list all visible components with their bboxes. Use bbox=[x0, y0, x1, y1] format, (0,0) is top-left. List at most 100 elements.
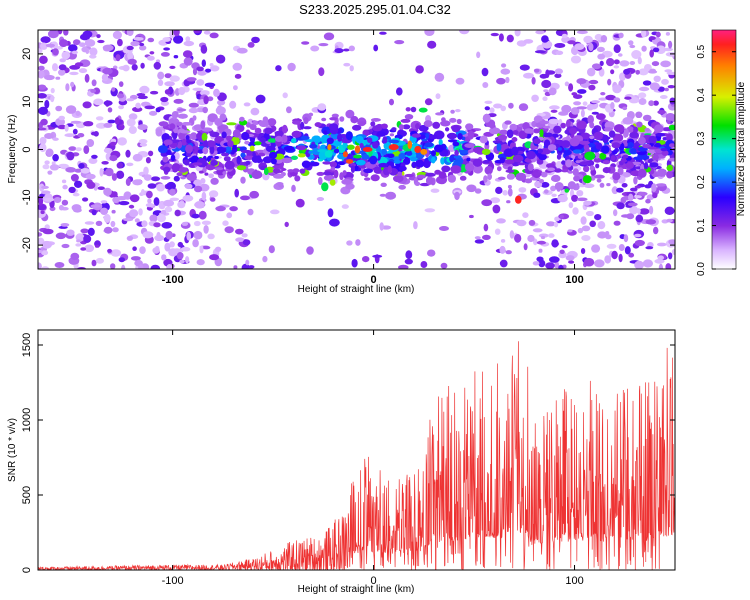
heatmap-cell bbox=[75, 110, 81, 117]
heatmap-cell bbox=[164, 206, 173, 213]
heatmap-cell bbox=[40, 42, 48, 50]
heatmap-cell bbox=[554, 68, 564, 75]
heatmap-cell bbox=[643, 155, 650, 160]
heatmap-cell bbox=[495, 186, 503, 194]
heatmap-cell bbox=[459, 175, 467, 181]
heatmap-cell bbox=[166, 149, 172, 155]
heatmap-cell bbox=[481, 199, 493, 207]
heatmap-cell bbox=[649, 36, 656, 40]
heatmap-cell bbox=[581, 225, 591, 232]
spectrogram-ytick-label: 10 bbox=[21, 96, 33, 108]
heatmap-cell bbox=[262, 156, 273, 164]
heatmap-cell bbox=[531, 77, 536, 85]
heatmap-cell bbox=[402, 124, 411, 130]
heatmap-cell bbox=[213, 88, 220, 97]
heatmap-cell bbox=[465, 123, 474, 130]
heatmap-cell bbox=[380, 182, 387, 187]
heatmap-cell bbox=[173, 55, 179, 59]
heatmap-cell bbox=[150, 264, 161, 269]
heatmap-cell bbox=[541, 79, 552, 89]
heatmap-cell bbox=[38, 209, 47, 218]
heatmap-cell bbox=[554, 261, 559, 269]
heatmap-cell bbox=[38, 203, 47, 211]
heatmap-cell bbox=[221, 152, 230, 157]
heatmap-cell bbox=[413, 221, 418, 230]
heatmap-cell bbox=[507, 184, 512, 189]
heatmap-cell bbox=[80, 247, 87, 251]
heatmap-cell bbox=[531, 145, 539, 150]
heatmap-cell bbox=[90, 204, 101, 208]
heatmap-cell bbox=[153, 222, 161, 228]
heatmap-cell bbox=[311, 135, 322, 144]
heatmap-cell bbox=[317, 149, 328, 153]
heatmap-cell bbox=[345, 183, 355, 190]
heatmap-cell bbox=[502, 190, 509, 196]
heatmap-cell bbox=[50, 87, 55, 94]
heatmap-cell bbox=[143, 166, 149, 175]
heatmap-cell bbox=[206, 140, 216, 148]
heatmap-cell bbox=[489, 119, 495, 129]
heatmap-cell bbox=[400, 118, 411, 123]
heatmap-cell bbox=[44, 160, 50, 165]
heatmap-cell bbox=[404, 114, 414, 120]
heatmap-cell bbox=[404, 173, 414, 178]
heatmap-cell bbox=[532, 261, 540, 266]
colorbar-tick-label: 0.2 bbox=[696, 175, 707, 189]
heatmap-cell bbox=[533, 192, 541, 198]
heatmap-cell bbox=[226, 122, 237, 126]
heatmap-cell bbox=[233, 265, 238, 269]
heatmap-cell bbox=[649, 162, 659, 168]
heatmap-cell bbox=[379, 31, 387, 35]
heatmap-cell bbox=[103, 100, 113, 106]
heatmap-cell bbox=[202, 106, 208, 114]
heatmap-cell bbox=[580, 248, 586, 254]
heatmap-cell bbox=[489, 107, 495, 114]
heatmap-cell bbox=[569, 137, 580, 147]
heatmap-cell bbox=[139, 246, 146, 255]
heatmap-cell bbox=[616, 202, 625, 210]
heatmap-cell bbox=[130, 256, 141, 261]
heatmap-cell bbox=[506, 129, 514, 138]
heatmap-cell bbox=[450, 165, 462, 174]
heatmap-cell bbox=[248, 265, 255, 269]
heatmap-cell bbox=[337, 161, 346, 166]
heatmap-cell bbox=[553, 125, 562, 134]
heatmap-cell bbox=[388, 144, 399, 151]
heatmap-cell bbox=[309, 144, 318, 149]
heatmap-cell bbox=[668, 239, 675, 245]
heatmap-cell bbox=[523, 72, 534, 79]
heatmap-cell bbox=[117, 137, 127, 146]
heatmap-cell bbox=[87, 227, 95, 236]
heatmap-cell bbox=[254, 127, 262, 135]
heatmap-cell bbox=[116, 170, 125, 179]
heatmap-cell bbox=[602, 160, 611, 165]
heatmap-cell bbox=[591, 244, 601, 253]
heatmap-cell bbox=[245, 160, 251, 165]
heatmap-cell bbox=[506, 200, 511, 204]
heatmap-cell bbox=[597, 221, 606, 230]
heatmap-cell bbox=[345, 131, 353, 141]
heatmap-cell bbox=[634, 145, 640, 149]
heatmap-cell bbox=[214, 118, 223, 127]
heatmap-cell bbox=[564, 81, 570, 87]
heatmap-cell bbox=[122, 64, 130, 72]
heatmap-cell bbox=[649, 49, 654, 58]
heatmap-cell bbox=[553, 168, 563, 173]
heatmap-cell bbox=[191, 162, 203, 166]
heatmap-cell bbox=[405, 151, 413, 156]
heatmap-cell bbox=[176, 172, 183, 177]
colorbar-tick-label: 0.4 bbox=[696, 88, 707, 102]
heatmap-cell bbox=[606, 183, 611, 187]
heatmap-cell bbox=[103, 214, 111, 223]
heatmap-cell bbox=[474, 239, 485, 244]
heatmap-cell bbox=[572, 149, 582, 154]
heatmap-cell bbox=[611, 142, 621, 149]
heatmap-cell bbox=[127, 51, 134, 60]
heatmap-cell bbox=[450, 109, 455, 114]
heatmap-cell bbox=[549, 256, 560, 263]
heatmap-cell bbox=[201, 127, 213, 132]
heatmap-cell bbox=[162, 37, 171, 42]
heatmap-cell bbox=[568, 127, 577, 135]
heatmap-cell bbox=[593, 131, 604, 141]
